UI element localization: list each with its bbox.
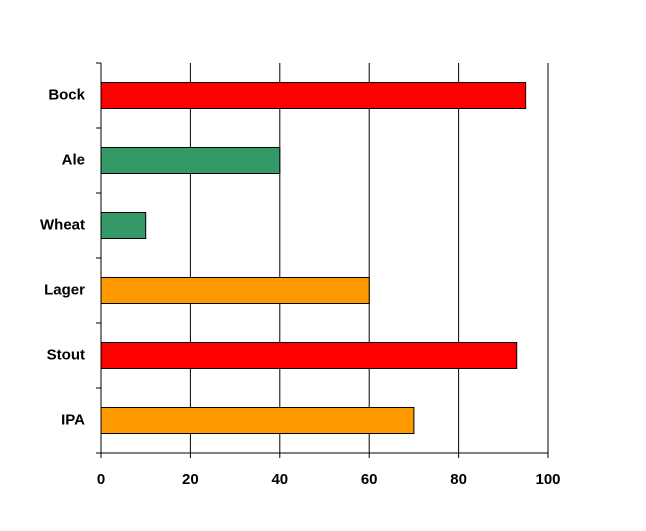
x-tick-label: 20 — [182, 471, 199, 488]
x-tick-label: 60 — [361, 471, 378, 488]
y-tick-label: Ale — [62, 151, 85, 168]
y-tick-label: Stout — [47, 346, 85, 363]
bar — [100, 147, 281, 174]
y-tick-label: IPA — [61, 411, 85, 428]
x-tick-label: 100 — [535, 471, 560, 488]
x-tick-label: 40 — [271, 471, 288, 488]
y-tick-label: Bock — [48, 86, 85, 103]
y-tick-label: Wheat — [40, 216, 85, 233]
bar — [100, 342, 518, 369]
bar — [100, 82, 527, 109]
x-tick-label: 80 — [450, 471, 467, 488]
bar — [100, 212, 147, 239]
bar — [100, 407, 415, 434]
x-tick-label: 0 — [97, 471, 105, 488]
bar — [100, 277, 370, 304]
y-tick-label: Lager — [44, 281, 85, 298]
